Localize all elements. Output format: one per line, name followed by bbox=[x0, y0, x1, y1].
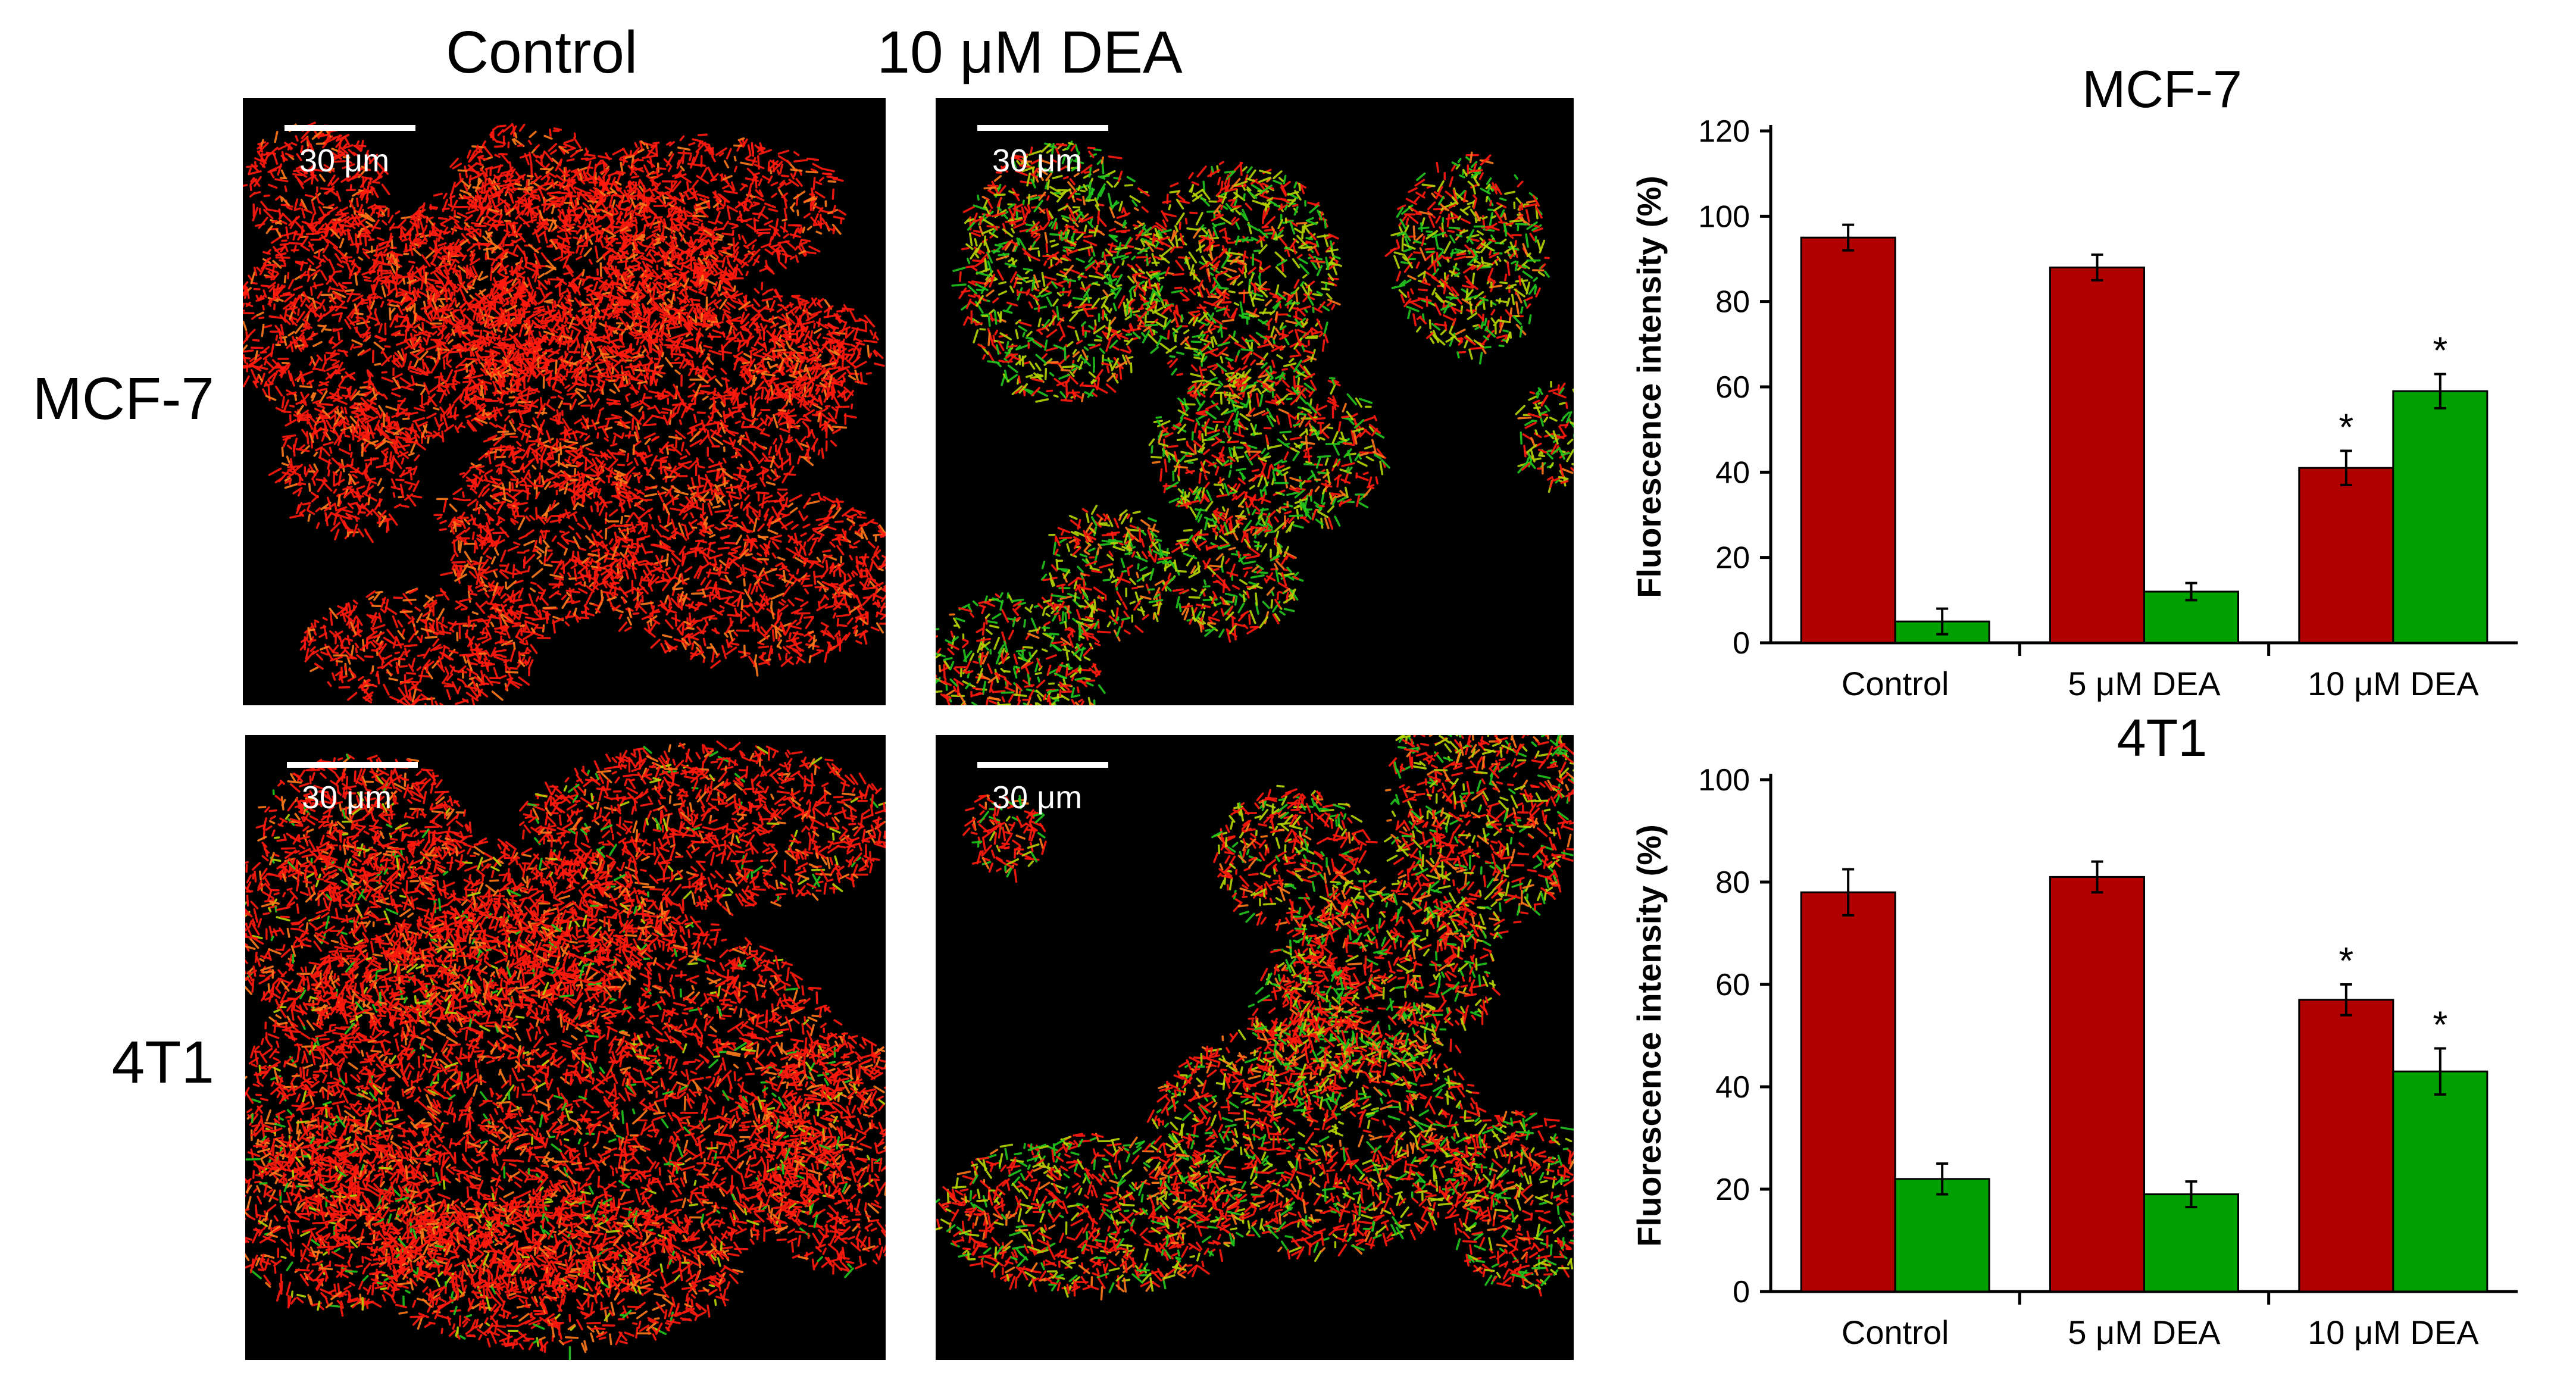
column-header-10um-dea: 10 μM DEA bbox=[708, 23, 1351, 82]
bar-chart-mcf7: MCF-7 Fluorescence intensity (%) 0 20 40 60 80… bbox=[1607, 60, 2559, 720]
error-bar bbox=[2185, 1180, 2197, 1209]
column-header-control: Control bbox=[220, 23, 863, 82]
bar bbox=[1800, 236, 1896, 644]
micrograph-mcf7-control: 30 μm bbox=[243, 98, 886, 705]
bar bbox=[2143, 1193, 2239, 1293]
y-tick-label: 120 bbox=[1698, 114, 1750, 149]
micrograph-cells bbox=[245, 740, 886, 1360]
scale-bar bbox=[977, 762, 1108, 768]
y-tick-label: 100 bbox=[1698, 199, 1750, 234]
y-tick-label: 100 bbox=[1698, 763, 1750, 798]
y-tick-label: 80 bbox=[1715, 865, 1750, 900]
significance-star: * bbox=[2339, 939, 2353, 982]
x-tick-label: 5 μM DEA bbox=[2068, 665, 2221, 702]
bar bbox=[2298, 467, 2394, 644]
significance-star: * bbox=[2433, 1003, 2447, 1046]
y-axis-label: Fluorescence intensity (%) bbox=[1630, 176, 1668, 598]
bar bbox=[2392, 1070, 2489, 1293]
x-tick-label: 10 μM DEA bbox=[2308, 1314, 2479, 1351]
chart-title: MCF-7 bbox=[2082, 60, 2242, 118]
x-tick-label: Control bbox=[1842, 1314, 1949, 1351]
error-bar bbox=[2340, 449, 2352, 486]
y-tick-label: 20 bbox=[1715, 1172, 1750, 1207]
bar bbox=[1894, 1178, 1990, 1293]
x-tick-label: Control bbox=[1842, 665, 1949, 702]
micrograph-cells bbox=[243, 121, 886, 705]
bar bbox=[2049, 876, 2145, 1293]
x-tick-label: 5 μM DEA bbox=[2068, 1314, 2221, 1351]
micrograph-cells bbox=[936, 140, 1574, 705]
error-bar bbox=[2185, 581, 2197, 602]
chart-svg: MCF-7 Fluorescence intensity (%) 0 20 40 60 80… bbox=[1630, 60, 2518, 702]
error-bar bbox=[2091, 253, 2103, 282]
y-tick-label: 20 bbox=[1715, 541, 1750, 576]
error-bar bbox=[2434, 373, 2446, 409]
row-header-mcf7: MCF-7 bbox=[0, 369, 214, 429]
significance-star: * bbox=[2339, 406, 2353, 449]
y-tick-label: 80 bbox=[1715, 285, 1750, 320]
micrograph-4t1-control: 30 μm bbox=[245, 735, 886, 1360]
y-axis-label: Fluorescence intensity (%) bbox=[1630, 824, 1668, 1247]
error-bar bbox=[2340, 983, 2352, 1017]
y-tick-label: 60 bbox=[1715, 968, 1750, 1002]
y-tick-label: 40 bbox=[1715, 1070, 1750, 1105]
scale-bar-label: 30 μm bbox=[299, 145, 389, 177]
micrograph-mcf7-dea: 30 μm bbox=[936, 98, 1574, 705]
bar bbox=[1800, 891, 1896, 1293]
x-tick-label: 10 μM DEA bbox=[2308, 665, 2479, 702]
significance-star: * bbox=[2433, 329, 2447, 372]
row-header-4t1: 4T1 bbox=[0, 1033, 214, 1092]
scale-bar-label: 30 μm bbox=[992, 145, 1082, 177]
bar bbox=[2392, 390, 2489, 644]
bar bbox=[2049, 266, 2145, 644]
error-bar bbox=[1936, 1162, 1949, 1196]
y-tick-label: 0 bbox=[1733, 1275, 1750, 1309]
micrograph-cells bbox=[936, 735, 1574, 1300]
chart-svg: 4T1 Fluorescence intensity (%) 0 20 40 60 80 10… bbox=[1630, 708, 2518, 1351]
chart-title: 4T1 bbox=[2117, 708, 2208, 767]
bar bbox=[2298, 999, 2394, 1293]
scale-bar bbox=[287, 762, 418, 768]
scale-bar bbox=[977, 125, 1108, 131]
error-bar bbox=[1842, 868, 1855, 917]
y-tick-label: 0 bbox=[1733, 626, 1750, 661]
bar-chart-4t1: 4T1 Fluorescence intensity (%) 0 20 40 60 80 10… bbox=[1607, 708, 2559, 1369]
error-bar bbox=[2434, 1047, 2446, 1096]
error-bar bbox=[2091, 860, 2103, 894]
scale-bar bbox=[285, 125, 415, 131]
y-tick-label: 60 bbox=[1715, 370, 1750, 405]
micrograph-4t1-dea: 30 μm bbox=[936, 735, 1574, 1360]
error-bar bbox=[1842, 223, 1855, 252]
scale-bar-label: 30 μm bbox=[992, 781, 1082, 814]
scale-bar-label: 30 μm bbox=[302, 781, 392, 814]
error-bar bbox=[1936, 607, 1949, 636]
y-tick-label: 40 bbox=[1715, 455, 1750, 490]
